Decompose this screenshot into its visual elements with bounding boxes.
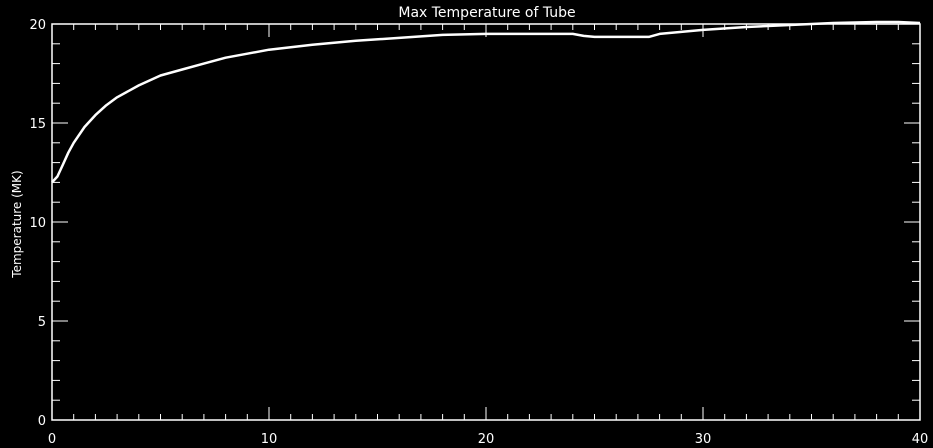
chart-title: Max Temperature of Tube (398, 5, 575, 21)
y-tick-label: 15 (29, 117, 46, 132)
series-layer (51, 20, 921, 184)
x-tick-label: 10 (261, 432, 278, 447)
x-tick-label: 40 (912, 432, 929, 447)
y-tick-label: 5 (38, 315, 46, 330)
x-tick-label: 0 (48, 432, 56, 447)
x-tick-label: 20 (478, 432, 495, 447)
y-axis-label: Temperature (MK) (10, 170, 24, 278)
y-tick-label: 10 (29, 216, 46, 231)
y-axis: 0 5 10 15 20 (29, 18, 920, 429)
x-axis: 0 10 20 30 40 (48, 24, 928, 447)
x-tick-label: 30 (695, 432, 712, 447)
series-line (51, 20, 921, 184)
y-tick-label: 20 (29, 18, 46, 33)
y-tick-label: 0 (38, 414, 46, 429)
